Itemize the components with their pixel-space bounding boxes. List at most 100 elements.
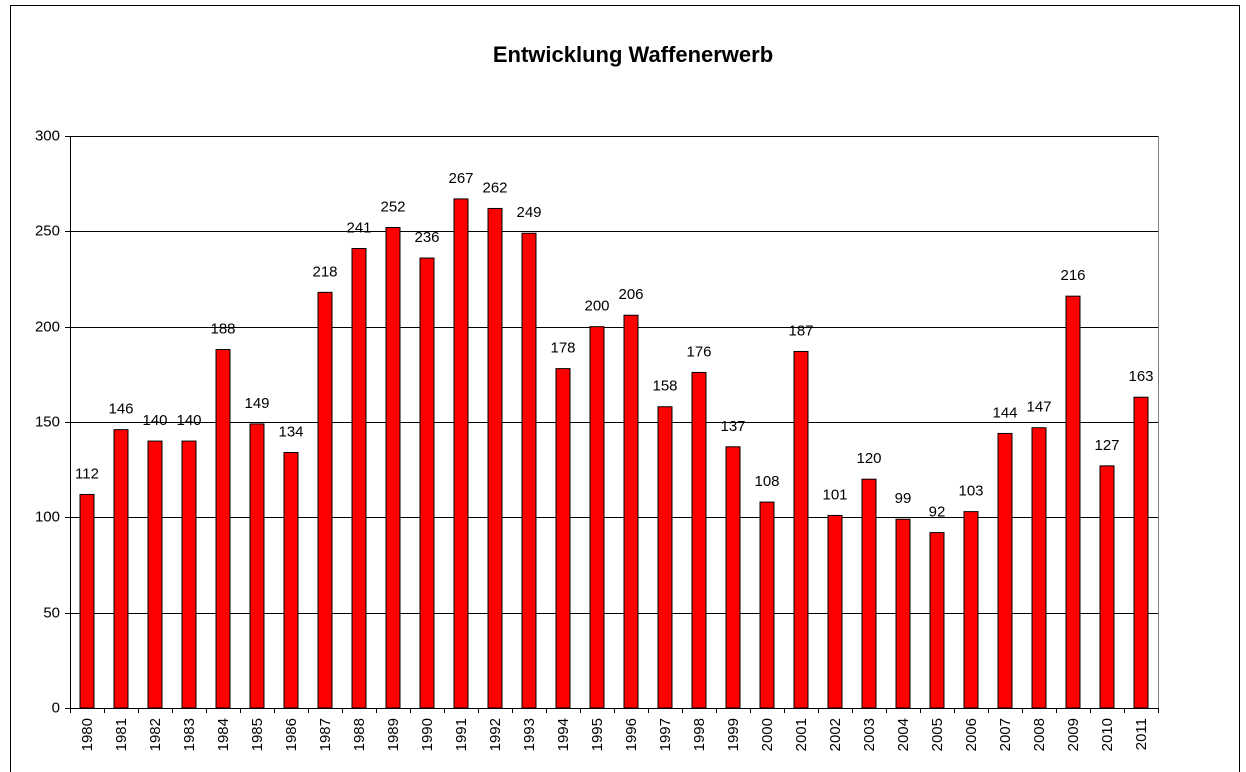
- bar: [827, 514, 843, 709]
- x-tick-label: 1983: [181, 718, 198, 751]
- x-tick-label: 1982: [147, 718, 164, 751]
- y-tick-label: 300: [35, 127, 60, 144]
- data-label: 140: [142, 412, 167, 429]
- data-label: 267: [448, 170, 473, 187]
- bar: [963, 511, 979, 709]
- y-tick-label: 100: [35, 508, 60, 525]
- x-tick-label: 2007: [997, 718, 1014, 751]
- bar: [725, 446, 741, 709]
- bar: [317, 291, 333, 709]
- x-tick-label: 2006: [963, 718, 980, 751]
- data-label: 112: [75, 465, 99, 482]
- x-tick-label: 2008: [1031, 718, 1048, 751]
- data-label: 137: [720, 418, 745, 435]
- data-label: 236: [414, 229, 439, 246]
- x-tick-label: 2011: [1133, 718, 1150, 750]
- x-tick-label: 1991: [453, 718, 470, 751]
- bar: [1133, 396, 1149, 709]
- bar: [215, 349, 231, 709]
- x-tick-label: 2010: [1099, 718, 1116, 751]
- x-tick-label: 1993: [521, 718, 538, 751]
- x-tick-label: 2009: [1065, 718, 1082, 751]
- x-tick-label: 2000: [759, 718, 776, 751]
- data-label: 92: [929, 504, 946, 521]
- bar: [181, 440, 197, 709]
- x-tick-label: 2003: [861, 718, 878, 751]
- bar: [861, 478, 877, 709]
- bar: [385, 227, 401, 709]
- x-tick-label: 1992: [487, 718, 504, 751]
- data-label: 120: [856, 450, 881, 467]
- x-tick-label: 1989: [385, 718, 402, 751]
- data-label: 252: [380, 198, 405, 215]
- bar: [487, 207, 503, 709]
- x-tick-label: 1981: [113, 718, 130, 751]
- data-label: 144: [992, 404, 1017, 421]
- y-tick-label: 200: [35, 318, 60, 335]
- data-label: 178: [550, 340, 575, 357]
- data-label: 140: [176, 412, 201, 429]
- data-label: 158: [652, 378, 677, 395]
- bar: [453, 198, 469, 709]
- bar: [759, 501, 775, 709]
- bar: [793, 350, 809, 709]
- y-tick-label: 0: [52, 699, 60, 716]
- x-tick-label: 1987: [317, 718, 334, 751]
- x-tick-label: 1994: [555, 718, 572, 751]
- bar: [589, 326, 605, 709]
- data-label: 99: [895, 490, 912, 507]
- x-tick-label: 1985: [249, 718, 266, 751]
- data-label: 176: [686, 343, 711, 360]
- data-label: 101: [822, 486, 847, 503]
- chart-title: Entwicklung Waffenerwerb: [493, 42, 773, 67]
- y-tick-label: 150: [35, 413, 60, 430]
- data-label: 163: [1128, 368, 1153, 385]
- data-label: 200: [584, 298, 609, 315]
- bar: [1031, 427, 1047, 709]
- data-label: 127: [1094, 437, 1119, 454]
- bar: [79, 493, 95, 709]
- bar: [657, 406, 673, 709]
- bar: [929, 532, 945, 709]
- x-tick-label: 2001: [793, 718, 810, 751]
- bar: [419, 257, 435, 709]
- y-tick-label: 50: [43, 604, 60, 621]
- x-tick-label: 1997: [657, 718, 674, 751]
- bar: [283, 452, 299, 709]
- data-label: 218: [312, 263, 337, 280]
- data-label: 147: [1026, 399, 1051, 416]
- bar: [623, 314, 639, 709]
- data-label: 146: [108, 401, 133, 418]
- bar: [997, 432, 1013, 709]
- x-tick-label: 1999: [725, 718, 742, 751]
- x-tick-label: 2004: [895, 718, 912, 751]
- bar: [895, 518, 911, 709]
- bar: [113, 429, 129, 709]
- x-tick-label: 1986: [283, 718, 300, 751]
- data-label: 187: [788, 322, 813, 339]
- bar: [555, 368, 571, 709]
- x-tick-label: 1996: [623, 718, 640, 751]
- x-tick-label: 1984: [215, 718, 232, 751]
- data-label: 241: [346, 219, 371, 236]
- bar: [691, 371, 707, 709]
- bar: [147, 440, 163, 709]
- x-tick-label: 1988: [351, 718, 368, 751]
- bar: [1099, 465, 1115, 709]
- data-label: 149: [244, 395, 269, 412]
- x-tick-label: 1995: [589, 718, 606, 751]
- x-tick-label: 2005: [929, 718, 946, 751]
- x-tick-label: 2002: [827, 718, 844, 751]
- data-label: 216: [1060, 267, 1085, 284]
- x-tick-label: 1998: [691, 718, 708, 751]
- data-label: 262: [482, 179, 507, 196]
- data-label: 249: [516, 204, 541, 221]
- bar: [351, 247, 367, 709]
- bar: [521, 232, 537, 709]
- data-label: 188: [210, 321, 235, 338]
- data-label: 134: [278, 423, 303, 440]
- y-tick-label: 250: [35, 222, 60, 239]
- x-tick-label: 1980: [79, 718, 96, 751]
